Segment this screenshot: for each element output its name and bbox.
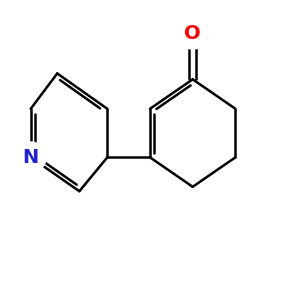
Text: N: N [22,148,39,167]
Circle shape [15,142,46,173]
Circle shape [177,18,208,49]
Text: O: O [184,24,201,43]
